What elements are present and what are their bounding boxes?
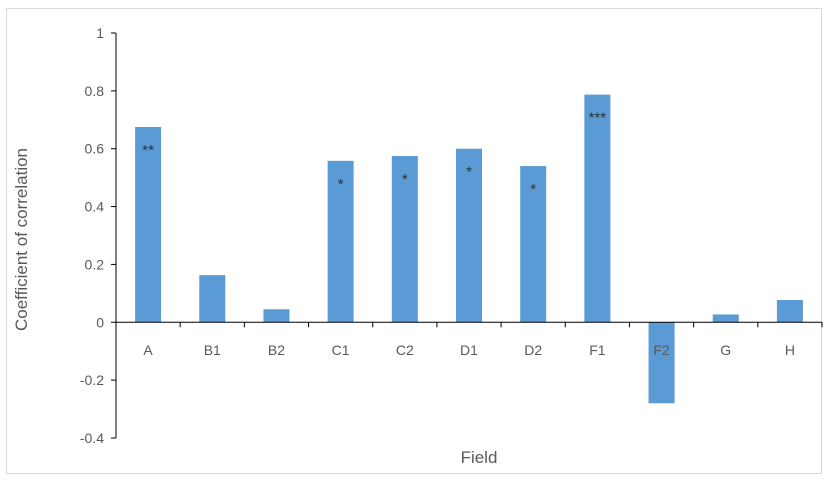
y-tick-label: 0.8: [85, 83, 105, 99]
x-tick-label: C1: [332, 342, 350, 358]
significance-label: **: [142, 142, 154, 159]
bar-c1: [327, 160, 354, 323]
y-tick-label: 1: [96, 25, 104, 41]
bar-c2: [391, 155, 418, 323]
axes-layer: [111, 32, 823, 439]
y-axis-title: Coefficient of correlation: [12, 148, 31, 331]
x-tick-label: G: [720, 342, 731, 358]
bar-h: [776, 300, 803, 323]
y-tick-label: 0.4: [85, 199, 105, 215]
significance-label: *: [530, 181, 536, 198]
y-tick-label: 0: [96, 314, 104, 330]
significance-labels: *** * *****: [142, 110, 606, 198]
significance-label: ***: [589, 110, 607, 127]
bar-b1: [199, 275, 226, 323]
x-tick-label: D2: [524, 342, 542, 358]
y-tick-label: 0.2: [85, 256, 105, 272]
y-tick-label: 0.6: [85, 141, 105, 157]
x-tick-label: F1: [589, 342, 606, 358]
x-tick-label: C2: [396, 342, 414, 358]
x-tick-labels: A B1 B2 C1 C2 D1 D2 F1 F2 G H: [143, 342, 795, 358]
x-tick-label: H: [785, 342, 795, 358]
bar-a: [135, 127, 162, 323]
x-tick-label: F2: [653, 342, 670, 358]
significance-label: *: [466, 164, 472, 181]
significance-label: *: [338, 176, 344, 193]
bar-d1: [456, 148, 482, 323]
y-tick-label: -0.2: [80, 372, 104, 388]
bar-b2: [263, 309, 290, 323]
x-tick-label: A: [143, 342, 153, 358]
bars-layer: [135, 94, 803, 404]
x-tick-label: B1: [204, 342, 221, 358]
bar-d2: [520, 166, 547, 323]
x-tick-label: B2: [268, 342, 285, 358]
significance-label: *: [402, 171, 408, 188]
x-tick-label: D1: [460, 342, 478, 358]
bar-f2: [648, 322, 675, 404]
x-axis-title: Field: [461, 448, 498, 467]
y-tick-labels: -0.4 -0.2 0 0.2 0.4 0.6 0.8 1: [80, 25, 104, 446]
bar-f1: [584, 94, 611, 323]
y-tick-label: -0.4: [80, 430, 104, 446]
bar-g: [712, 314, 739, 323]
